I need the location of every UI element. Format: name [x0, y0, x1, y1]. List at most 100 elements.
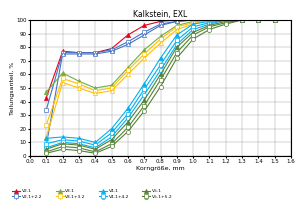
- Line: V2.1+2.2: V2.1+2.2: [44, 18, 277, 112]
- V4.1+4.2: [208, 22, 211, 24]
- V4.1+4.2: [240, 19, 244, 21]
- V3.1+3.2+3.3: [142, 57, 146, 59]
- V5.1+5.2: [126, 126, 130, 129]
- V5.1+5.2+5.3: [224, 23, 228, 25]
- V3.1: [208, 19, 211, 21]
- V4.1+4.2: [94, 144, 97, 146]
- V5.1+5.2+5.3: [110, 145, 113, 148]
- V4.1+4.2: [224, 19, 228, 21]
- V5.1+5.2: [175, 51, 178, 54]
- V4.1: [94, 141, 97, 144]
- Line: V4.1+4.2: V4.1+4.2: [44, 18, 277, 147]
- V4.1: [126, 107, 130, 110]
- V3.1+3.2+3.3: [191, 23, 195, 25]
- V3.1+3.2: [175, 26, 178, 28]
- V5.1+5.2+5.3: [191, 38, 195, 40]
- V2.1+2.2+2.3: [240, 19, 244, 21]
- V2.1+2.2: [94, 51, 97, 54]
- V5.1+5.2+5.3: [159, 85, 162, 88]
- V4.1+4.2+4.3: [273, 19, 277, 21]
- V5.1: [191, 31, 195, 33]
- V3.1: [159, 35, 162, 38]
- V2.1: [110, 47, 113, 50]
- V3.1+3.2: [94, 90, 97, 92]
- V5.1+5.2+5.3: [240, 19, 244, 21]
- V2.1+2.2+2.3: [110, 50, 113, 52]
- V3.1+3.2: [240, 19, 244, 21]
- V3.1+3.2+3.3: [94, 92, 97, 95]
- V4.1: [44, 137, 48, 140]
- V3.1+3.2: [44, 124, 48, 126]
- V4.1+4.2: [44, 143, 48, 145]
- V3.1: [142, 49, 146, 51]
- V2.1: [240, 19, 244, 21]
- V4.1+4.2: [175, 39, 178, 42]
- V5.1+5.2: [94, 151, 97, 153]
- V4.1: [142, 83, 146, 85]
- V5.1+5.2+5.3: [126, 130, 130, 133]
- V2.1+2.2+2.3: [77, 53, 81, 55]
- V3.1: [256, 19, 260, 21]
- V2.1+2.2+2.3: [44, 144, 48, 146]
- V5.1+5.2: [191, 34, 195, 36]
- V5.1+5.2+5.3: [61, 148, 64, 150]
- V5.1: [94, 148, 97, 150]
- V5.1+5.2: [256, 19, 260, 21]
- V2.1+2.2: [142, 31, 146, 33]
- Y-axis label: Teilungsanteil, %: Teilungsanteil, %: [10, 61, 15, 115]
- V2.1: [256, 19, 260, 21]
- V5.1+5.2+5.3: [208, 28, 211, 31]
- V4.1+4.2+4.3: [240, 19, 244, 21]
- Legend: V2.1, V2.1+2.2, V2.1+2.2+2.3, V3.1, V3.1+3.2, V3.1+3.2+3.3, V4.1, V4.1+4.2, V4.1: V2.1, V2.1+2.2, V2.1+2.2+2.3, V3.1, V3.1…: [11, 188, 184, 200]
- V4.1: [224, 19, 228, 21]
- V4.1: [191, 23, 195, 25]
- Line: V3.1+3.2+3.3: V3.1+3.2+3.3: [44, 18, 277, 139]
- V3.1+3.2: [256, 19, 260, 21]
- V3.1+3.2+3.3: [159, 42, 162, 44]
- V5.1+5.2: [44, 151, 48, 153]
- V5.1+5.2: [77, 147, 81, 149]
- V5.1: [159, 73, 162, 76]
- V4.1: [77, 137, 81, 140]
- V4.1+4.2: [77, 140, 81, 142]
- V5.1: [142, 99, 146, 101]
- V3.1: [110, 84, 113, 86]
- V2.1: [61, 50, 64, 52]
- V4.1+4.2: [142, 88, 146, 91]
- V2.1+2.2+2.3: [191, 19, 195, 21]
- V5.1+5.2: [159, 79, 162, 81]
- V3.1+3.2: [208, 19, 211, 21]
- V2.1+2.2: [110, 49, 113, 51]
- V5.1+5.2: [224, 22, 228, 24]
- V4.1+4.2+4.3: [175, 43, 178, 46]
- V3.1+3.2+3.3: [61, 81, 64, 84]
- V4.1+4.2+4.3: [61, 141, 64, 144]
- V5.1+5.2: [142, 104, 146, 107]
- V3.1+3.2+3.3: [240, 19, 244, 21]
- V5.1: [126, 121, 130, 123]
- V2.1+2.2: [224, 19, 228, 21]
- V5.1+5.2+5.3: [142, 110, 146, 112]
- V4.1+4.2+4.3: [208, 23, 211, 25]
- V3.1: [77, 80, 81, 82]
- V3.1+3.2+3.3: [208, 19, 211, 21]
- V4.1+4.2: [126, 113, 130, 115]
- V2.1+2.2+2.3: [208, 19, 211, 21]
- V4.1+4.2+4.3: [110, 136, 113, 138]
- V3.1+3.2: [77, 83, 81, 85]
- V2.1+2.2+2.3: [94, 53, 97, 55]
- V2.1+2.2: [126, 41, 130, 43]
- V2.1: [175, 19, 178, 21]
- V4.1+4.2+4.3: [126, 117, 130, 119]
- V5.1: [44, 148, 48, 150]
- Line: V3.1: V3.1: [44, 18, 277, 94]
- V2.1+2.2+2.3: [256, 19, 260, 21]
- V2.1: [77, 51, 81, 54]
- V5.1: [273, 19, 277, 21]
- V2.1+2.2: [240, 19, 244, 21]
- V3.1+3.2: [273, 19, 277, 21]
- V2.1: [44, 96, 48, 99]
- V3.1+3.2: [110, 87, 113, 89]
- V5.1+5.2+5.3: [94, 152, 97, 154]
- V4.1: [256, 19, 260, 21]
